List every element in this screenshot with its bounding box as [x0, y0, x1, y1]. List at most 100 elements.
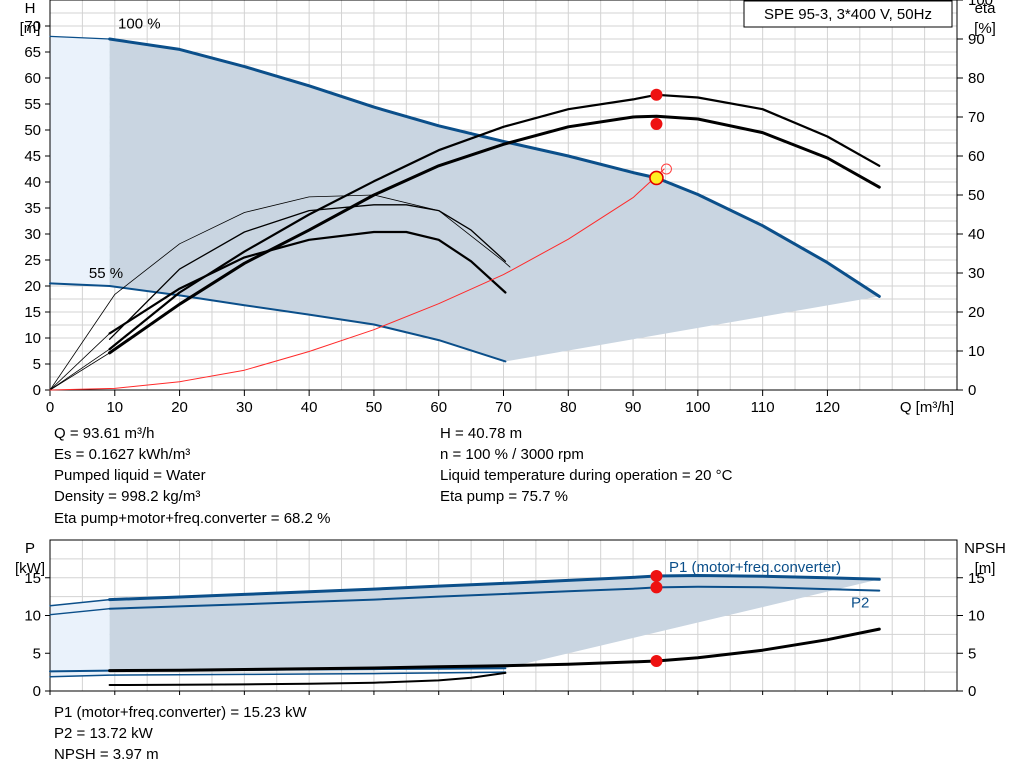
curve-speed-label: 55 %	[89, 265, 123, 282]
tick-label-right: 40	[968, 226, 985, 243]
low-flow-area	[50, 599, 110, 677]
open-point-marker	[660, 163, 672, 175]
tick-label-right: 10	[968, 608, 985, 625]
series-line-eta-start-3	[49, 333, 110, 391]
tick-label-x: 110	[751, 399, 775, 416]
readout-es: Es = 0.1627 kWh/m³	[54, 446, 191, 463]
p2-curve-label: P2	[851, 595, 869, 612]
operating-point-marker	[650, 655, 663, 668]
tick-label-x: 30	[236, 399, 253, 416]
curve-speed-label: 100 %	[118, 16, 161, 33]
tick-label-x: 90	[625, 399, 642, 416]
tick-label-left: 30	[24, 226, 41, 243]
tick-label-left: 55	[24, 96, 41, 113]
tick-label-right: 60	[968, 148, 985, 165]
y-axis-label-left: P	[25, 540, 35, 557]
tick-label-right: 15	[968, 570, 985, 587]
tick-label-left: 25	[24, 252, 41, 269]
tick-label-left: 5	[33, 356, 41, 373]
low-flow-area	[50, 36, 110, 287]
duty-point-marker	[649, 170, 664, 186]
tick-label-x: 0	[46, 399, 54, 416]
tick-label-left: 70	[24, 18, 41, 35]
readout-liquid: Pumped liquid = Water	[54, 467, 206, 484]
readout-p1: P1 (motor+freq.converter) = 15.23 kW	[54, 704, 307, 721]
tick-label-x: 40	[301, 399, 318, 416]
y-axis-unit-left: [m]	[20, 20, 41, 37]
series-line-eta-start-1	[49, 352, 110, 391]
title-box	[743, 0, 953, 28]
tick-label-right: 0	[968, 683, 976, 700]
series-line-head-100	[108, 37, 881, 298]
y-axis-unit-right: [%]	[974, 20, 996, 37]
tick-label-right: 10	[968, 343, 985, 360]
series-line-eta-1	[108, 114, 881, 355]
operating-point-marker	[650, 570, 663, 583]
series-line-p1-low	[49, 598, 111, 607]
readout-flow: Q = 93.61 m³/h	[54, 425, 155, 442]
y-axis-unit-right: [m]	[975, 560, 996, 577]
tick-label-left: 60	[24, 70, 41, 87]
tick-label-right: 50	[968, 187, 985, 204]
tick-label-left: 15	[24, 304, 41, 321]
series-line-p2-low	[49, 608, 111, 616]
tick-label-right: 0	[968, 382, 976, 399]
series-line-eta-start-2	[49, 348, 110, 391]
tick-label-x: 50	[366, 399, 383, 416]
series-line-eta-2	[108, 93, 881, 351]
chart-title: SPE 95-3, 3*400 V, 50Hz	[764, 6, 932, 23]
tick-label-x: 10	[106, 399, 123, 416]
readout-eta-pump: Eta pump = 75.7 %	[440, 488, 568, 505]
series-line-eta-thin	[49, 194, 511, 391]
tick-label-x: 120	[815, 399, 840, 416]
tick-label-left: 20	[24, 278, 41, 295]
series-line-p2	[108, 585, 881, 610]
efficiency-point-marker	[650, 88, 663, 101]
tick-label-x: 60	[430, 399, 447, 416]
y-axis-label-right: NPSH	[964, 540, 1006, 557]
tick-label-left: 0	[33, 382, 41, 399]
tick-label-right: 90	[968, 31, 985, 48]
tick-label-x: 100	[685, 399, 710, 416]
power-npsh-chart: 0 5 10 15 0 5 10 15 P [kW] NPSH [m] P1 (motor+freq.c…	[15, 539, 1006, 700]
tick-label-left: 10	[24, 608, 41, 625]
operating-range-area	[109, 575, 880, 671]
readout-temperature: Liquid temperature during operation = 20…	[440, 467, 733, 484]
tick-label-left: 35	[24, 200, 41, 217]
readout-density: Density = 998.2 kg/m³	[54, 488, 201, 505]
efficiency-point-marker	[650, 118, 663, 131]
tick-label-right: 30	[968, 265, 985, 282]
tick-label-left: 5	[33, 645, 41, 662]
readout-speed: n = 100 % / 3000 rpm	[440, 446, 584, 463]
x-axis-label: Q [m³/h]	[900, 399, 954, 416]
series-line-npsh-100	[108, 627, 881, 673]
series-line-head-55	[49, 282, 507, 363]
series-line-eta-3	[108, 230, 507, 335]
readout-p2: P2 = 13.72 kW	[54, 725, 153, 742]
tick-label-x: 70	[495, 399, 512, 416]
series-line-head-100-low-flow	[49, 35, 111, 40]
tick-label-right: 100	[968, 0, 993, 9]
y-axis-label-left: H	[25, 0, 36, 17]
p1-curve-label: P1 (motor+freq.converter)	[669, 559, 841, 576]
performance-chart: 0 5 10 15 20 25 30 35 40 45 50 55 60 65 70 0 10 20 30 40 50 6…	[20, 0, 997, 416]
tick-label-x: 80	[560, 399, 577, 416]
readout-head: H = 40.78 m	[440, 425, 523, 442]
tick-label-right: 5	[968, 645, 976, 662]
tick-label-left: 50	[24, 122, 41, 139]
tick-label-left: 40	[24, 174, 41, 191]
y-axis-label-right: eta	[975, 0, 997, 17]
tick-label-x: 20	[171, 399, 188, 416]
tick-label-right: 80	[968, 70, 985, 87]
operating-point-marker	[650, 581, 663, 594]
tick-label-left: 0	[33, 683, 41, 700]
tick-label-right: 70	[968, 109, 985, 126]
readout-npsh: NPSH = 3.97 m	[54, 746, 159, 763]
operating-range-area	[109, 39, 880, 362]
y-axis-unit-left: [kW]	[15, 560, 45, 577]
series-line-npsh-55	[108, 671, 507, 686]
series-line-eta-4	[108, 204, 507, 340]
series-line-p-55-b	[49, 671, 507, 678]
tick-label-left: 15	[24, 570, 41, 587]
